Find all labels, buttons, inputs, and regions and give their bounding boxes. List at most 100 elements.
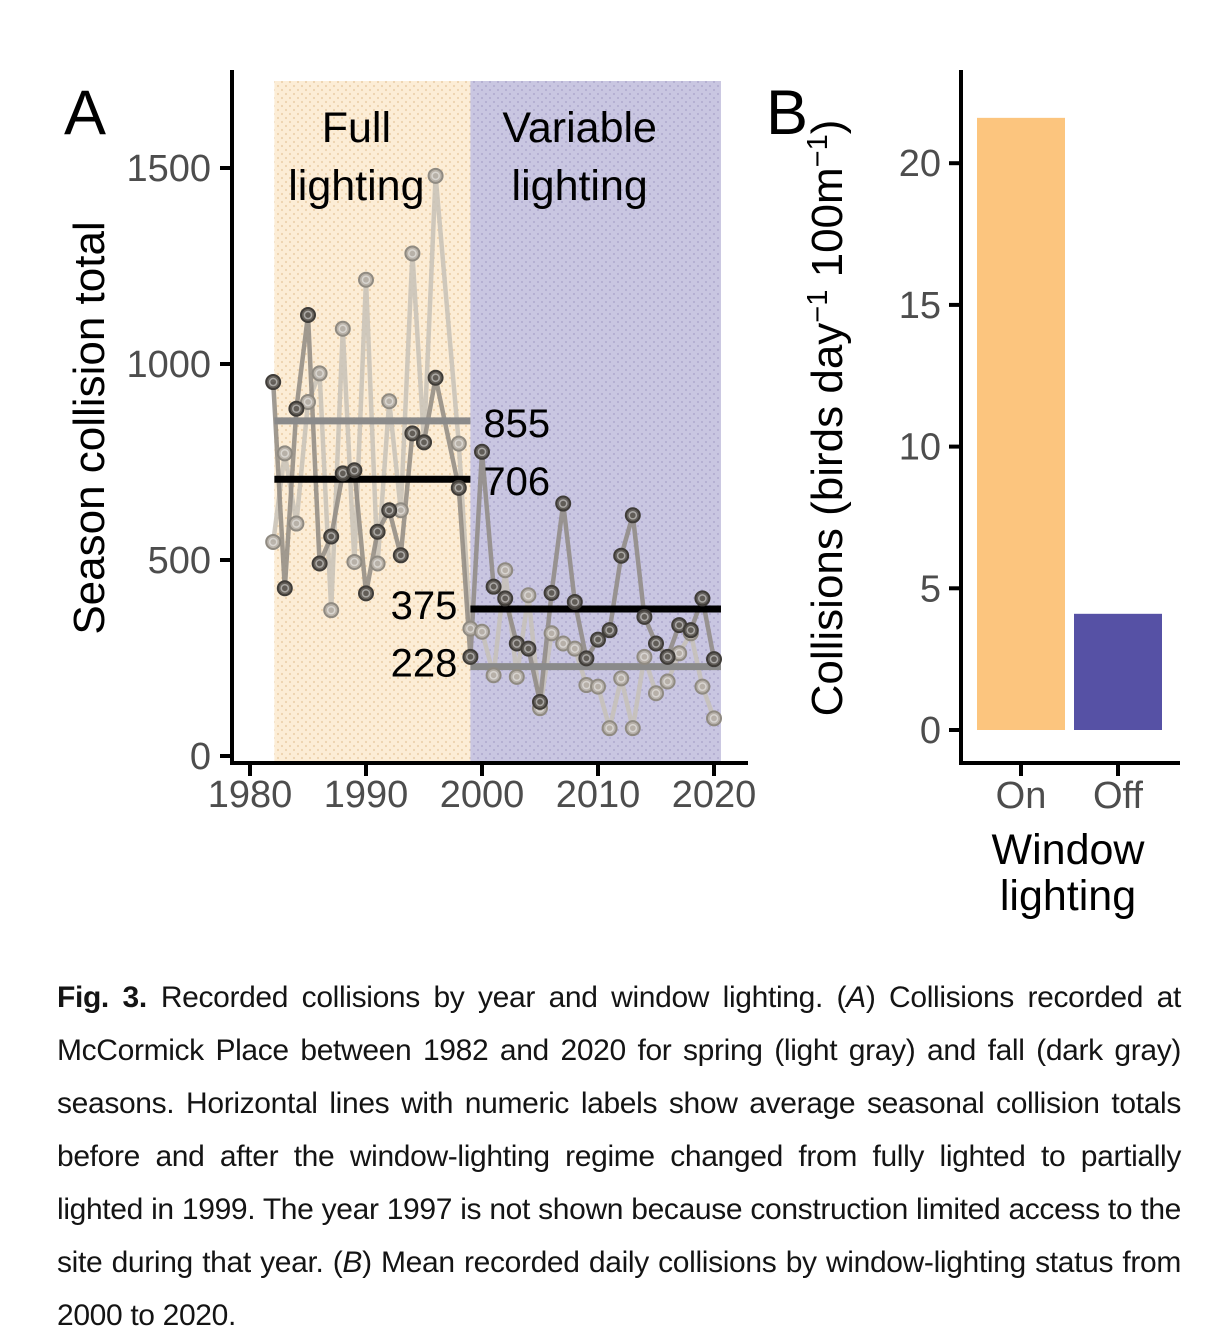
data-point-ring — [605, 723, 614, 733]
data-point-ring — [466, 652, 475, 662]
data-point-fall-2009 — [578, 650, 595, 667]
y-tick-label: 20 — [899, 143, 941, 185]
data-point-fall-2007 — [555, 495, 572, 512]
data-point-fall-2001 — [485, 578, 502, 595]
data-point-fall-1990 — [358, 585, 374, 602]
data-point-fall-1993 — [392, 547, 409, 564]
data-point-ring — [582, 654, 591, 663]
data-point-ring — [396, 550, 406, 560]
data-point-ring — [361, 275, 371, 285]
caption-fig-label: Fig. 3. — [57, 981, 147, 1014]
data-point-fall-2018 — [682, 622, 699, 639]
data-point-ring — [663, 677, 672, 686]
data-point-spring-2010 — [590, 678, 606, 695]
data-point-ring — [570, 644, 580, 653]
data-point-spring-1990 — [358, 271, 374, 288]
data-point-spring-2004 — [520, 587, 537, 604]
data-point-spring-1988 — [334, 320, 351, 337]
data-point-spring-2001 — [485, 667, 502, 684]
data-point-spring-2002 — [497, 562, 514, 579]
data-point-ring — [524, 590, 533, 600]
data-point-ring — [280, 449, 290, 458]
y-tick-label: 0 — [190, 736, 211, 778]
band-label-variable-lighting: Variable — [502, 104, 657, 152]
data-point-spring-1989 — [346, 553, 363, 570]
data-point-fall-2020 — [706, 651, 722, 668]
data-point-ring — [558, 639, 568, 648]
data-point-ring — [373, 559, 382, 568]
data-point-fall-1996 — [427, 369, 444, 386]
data-point-ring — [512, 672, 522, 682]
data-point-spring-2013 — [624, 720, 641, 737]
data-point-fall-2011 — [601, 622, 618, 639]
panel-b-x-axis-title: Window — [992, 826, 1146, 874]
data-point-ring — [547, 588, 556, 598]
data-point-ring — [326, 532, 336, 541]
data-point-ring — [350, 465, 359, 475]
data-point-spring-2012 — [613, 670, 630, 687]
data-point-fall-1991 — [369, 523, 386, 540]
data-point-spring-1986 — [311, 365, 328, 382]
data-point-ring — [582, 680, 591, 690]
data-point-ring — [698, 594, 707, 603]
data-point-fall-1983 — [276, 580, 293, 597]
data-point-ring — [616, 674, 626, 683]
data-point-fall-2013 — [624, 507, 641, 524]
data-point-ring — [350, 557, 359, 567]
bar-on — [977, 117, 1065, 730]
data-point-ring — [593, 635, 603, 644]
mean-line-label: 855 — [483, 402, 550, 446]
mean-line-label: 706 — [483, 460, 550, 504]
data-point-fall-1984 — [288, 400, 305, 417]
data-point-ring — [640, 652, 649, 662]
x-tick-label: 1980 — [208, 774, 293, 816]
data-point-ring — [454, 483, 464, 493]
data-point-ring — [454, 439, 464, 448]
data-point-ring — [338, 324, 348, 334]
data-point-spring-1983 — [276, 445, 293, 462]
data-point-ring — [466, 624, 475, 633]
y-tick-label: 0 — [920, 710, 941, 752]
y-tick-label: 10 — [899, 427, 941, 469]
data-point-spring-1994 — [404, 245, 421, 262]
data-point-ring — [431, 171, 440, 181]
data-point-ring — [292, 519, 301, 528]
data-point-fall-2016 — [659, 648, 676, 665]
data-point-ring — [326, 605, 336, 615]
data-point-ring — [674, 620, 684, 630]
data-point-fall-1994 — [404, 425, 421, 442]
mean-line-label: 375 — [391, 584, 458, 628]
data-point-ring — [477, 627, 487, 637]
data-point-fall-2019 — [694, 590, 711, 607]
category-label-off: Off — [1093, 775, 1143, 817]
data-point-spring-2000 — [474, 623, 490, 640]
data-point-spring-1982 — [265, 533, 282, 550]
data-point-fall-1999 — [462, 648, 479, 665]
data-point-ring — [303, 310, 313, 320]
data-point-ring — [616, 551, 626, 561]
figure: A Season collision total Full lighting Var… — [64, 70, 1180, 920]
data-point-ring — [384, 505, 394, 515]
data-point-ring — [558, 499, 568, 508]
data-point-ring — [268, 537, 278, 547]
data-point-fall-2006 — [543, 584, 560, 601]
data-point-spring-1992 — [381, 393, 398, 410]
data-point-ring — [361, 588, 371, 598]
mean-line-label: 228 — [391, 642, 458, 686]
data-point-fall-1989 — [346, 462, 363, 479]
data-point-ring — [489, 582, 498, 592]
data-point-ring — [500, 565, 510, 575]
data-point-fall-1982 — [265, 374, 282, 391]
data-point-ring — [500, 594, 510, 603]
data-point-ring — [593, 682, 603, 691]
y-tick-label: 1000 — [126, 344, 211, 386]
x-tick-label: 2020 — [672, 774, 757, 816]
data-point-ring — [628, 723, 638, 733]
data-point-ring — [709, 714, 719, 723]
data-point-fall-2008 — [566, 593, 583, 610]
data-point-spring-2019 — [694, 678, 711, 695]
data-point-spring-1998 — [450, 435, 467, 452]
data-point-ring — [338, 469, 348, 478]
data-point-fall-1998 — [450, 479, 467, 496]
